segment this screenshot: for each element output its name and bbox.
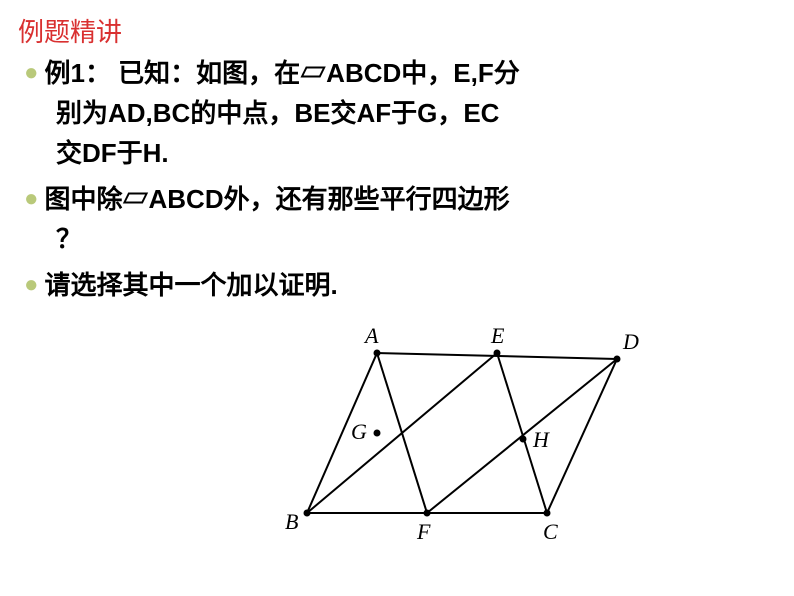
bullet-text: 图中除▱ABCD外，还有那些平行四边形 [45, 179, 510, 219]
bullet-text: 请选择其中一个加以证明. [45, 265, 338, 305]
svg-text:G: G [351, 419, 367, 444]
svg-text:A: A [363, 323, 379, 348]
svg-text:E: E [490, 323, 505, 348]
bullet-marker-icon: ● [24, 179, 39, 219]
bullet-text-cont: ？ [24, 219, 770, 259]
bullet-item-3: ● 请选择其中一个加以证明. [24, 265, 770, 305]
section-title: 例题精讲 [18, 12, 770, 49]
bullet-text: 例1： 已知：如图，在▱ABCD中，E,F分 [45, 53, 520, 93]
bullet-text-cont: 别为AD,BC的中点，BE交AF于G，EC [24, 93, 770, 133]
svg-text:H: H [532, 427, 550, 452]
geometry-figure: A E D B F C G H [247, 313, 667, 573]
svg-text:D: D [622, 329, 639, 354]
bullet-item-1: ● 例1： 已知：如图，在▱ABCD中，E,F分 [24, 53, 770, 93]
svg-text:C: C [543, 519, 558, 544]
figure-container: A E D B F C G H [24, 313, 770, 573]
bullet-marker-icon: ● [24, 53, 39, 93]
bullet-text-cont: 交DF于H. [24, 133, 770, 173]
svg-text:F: F [416, 519, 431, 544]
bullet-item-2: ● 图中除▱ABCD外，还有那些平行四边形 [24, 179, 770, 219]
bullet-marker-icon: ● [24, 265, 39, 305]
svg-text:B: B [285, 509, 298, 534]
